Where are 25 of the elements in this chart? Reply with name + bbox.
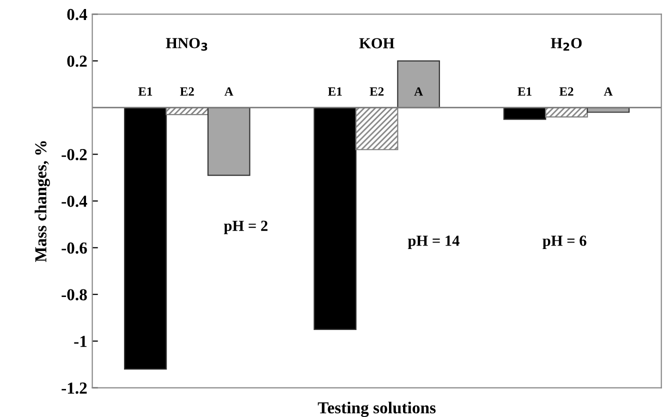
y-tick-label: -1 [74,336,87,347]
text: E1 [328,87,342,96]
x-axis-title: Testing solutions [318,402,436,417]
y-tick-label: -0.2 [62,148,87,160]
y-tick-label: -0.6 [62,242,87,254]
series-label: E2 [180,87,194,96]
y-tick-label: -0.4 [62,196,88,208]
series-label: A [224,87,234,96]
y-tick-label: 0.4 [67,8,88,20]
text: E2 [559,87,574,96]
text: A [414,87,423,96]
x-tick-label: HNO$_{3}$ [166,38,208,51]
y-tick-label: 0.2 [67,56,87,67]
text: A [604,87,613,96]
y-tick-label: -0.8 [62,289,87,300]
annotation: pH = 14 [408,236,460,250]
text: E2 [370,87,384,96]
y-tick-label: -1.2 [62,382,87,394]
y-axis-title: Mass changes, % [34,141,50,262]
x-tick-label: H$_{2}$O [550,38,582,51]
x-tick-label: KOH [359,38,394,48]
annotation: pH = 2 [224,220,268,234]
text: E1 [518,87,532,96]
series-label: E1 [138,87,152,96]
annotation: pH = 6 [542,236,586,250]
